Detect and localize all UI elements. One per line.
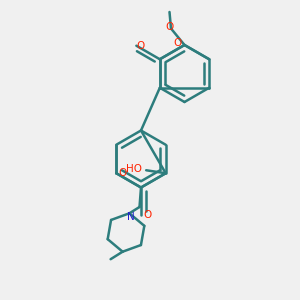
Text: O: O bbox=[143, 210, 151, 220]
Text: O: O bbox=[173, 38, 181, 49]
Text: HO: HO bbox=[126, 164, 142, 174]
Text: O: O bbox=[165, 22, 174, 32]
Text: O: O bbox=[137, 41, 145, 51]
Text: O: O bbox=[119, 168, 127, 178]
Text: N: N bbox=[127, 212, 135, 222]
